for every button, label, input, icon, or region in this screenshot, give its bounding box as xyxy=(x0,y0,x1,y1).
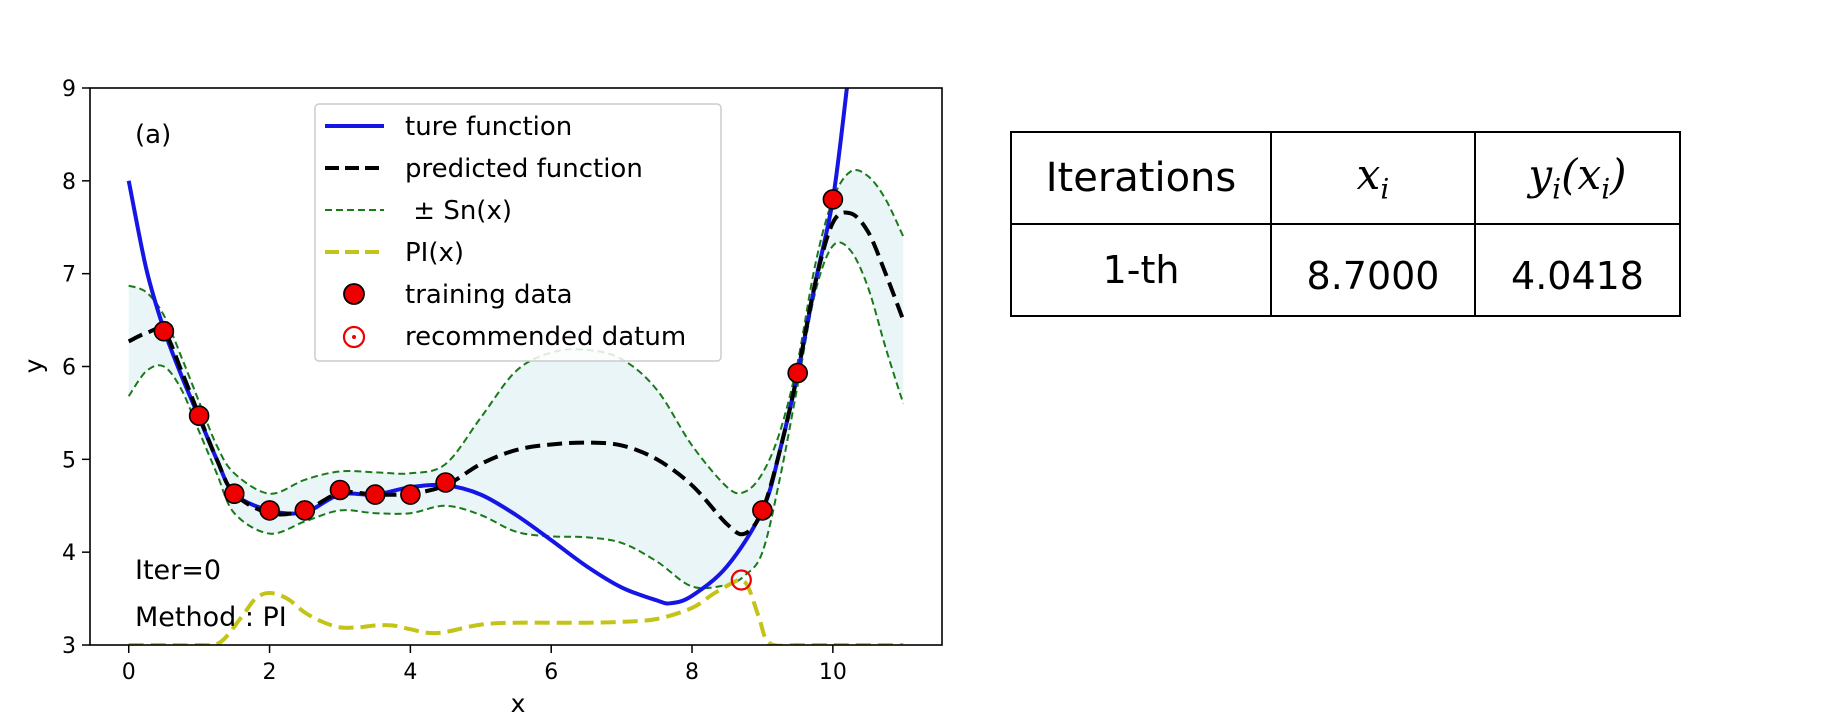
y-tick-label: 7 xyxy=(62,263,76,288)
cell-y-text: 4.0418 xyxy=(1511,254,1644,298)
training-point xyxy=(752,500,773,521)
cell-x-text: 8.7000 xyxy=(1306,254,1440,298)
legend-recommended-marker xyxy=(342,325,366,349)
cell-y: 4.0418 xyxy=(1474,223,1681,317)
data-points-layer xyxy=(153,189,844,591)
header-y-arg-sub: i xyxy=(1601,172,1611,206)
legend-true-label: ture function xyxy=(405,112,572,142)
training-point xyxy=(188,405,210,427)
legend: ture function predicted function ± Sn(x)… xyxy=(314,103,722,362)
legend-recommended-center xyxy=(352,335,356,339)
training-point xyxy=(400,484,421,505)
uncertainty-band-layer xyxy=(128,169,904,589)
training-point xyxy=(822,189,844,210)
lower-sn-line xyxy=(127,241,905,590)
legend-pi-label: PI(x) xyxy=(405,238,464,268)
header-x-sub: i xyxy=(1380,172,1390,206)
cell-iteration: 1-th xyxy=(1010,223,1272,317)
iteration-annotation: Iter=0 xyxy=(135,555,221,586)
header-iterations-text: Iterations xyxy=(1045,155,1237,201)
header-y-sub: i xyxy=(1552,172,1562,206)
method-annotation: Method : PI xyxy=(135,602,287,633)
table-header-row: Iterations xi yi(xi) xyxy=(1010,131,1681,225)
axis-ticks-layer: 0 2 4 6 8 10 3 4 5 6 7 8 9 xyxy=(62,77,847,685)
header-iterations: Iterations xyxy=(1010,131,1272,225)
training-point xyxy=(787,362,809,384)
training-point xyxy=(435,472,456,493)
header-x-math: xi xyxy=(1356,150,1390,205)
x-tick-label: 10 xyxy=(819,660,847,685)
header-y-math: yi(xi) xyxy=(1528,150,1627,206)
header-y: yi(xi) xyxy=(1474,131,1681,225)
legend-training-marker xyxy=(343,283,365,305)
recommended-datum-point xyxy=(730,569,752,591)
header-y-base: y xyxy=(1528,150,1553,200)
x-tick-label: 8 xyxy=(685,660,699,685)
x-tick-label: 4 xyxy=(403,660,417,685)
legend-recommended-label: recommended datum xyxy=(405,322,686,352)
cell-iteration-text: 1-th xyxy=(1102,248,1180,292)
training-point xyxy=(153,320,175,342)
training-point xyxy=(294,500,316,521)
training-point xyxy=(224,483,245,505)
header-y-arg-base: x xyxy=(1577,150,1602,200)
y-tick-label: 3 xyxy=(62,634,76,659)
legend-predicted-label: predicted function xyxy=(405,154,643,184)
table-row: 1-th 8.7000 4.0418 xyxy=(1010,223,1681,317)
predicted-function-line xyxy=(127,210,906,537)
legend-sn-label: ± Sn(x) xyxy=(405,196,512,226)
series-lines-layer xyxy=(126,88,906,645)
results-table: Iterations xi yi(xi) 1-th 8.7000 4.0418 xyxy=(1010,131,1681,317)
legend-training-label: training data xyxy=(405,280,573,310)
legend-box xyxy=(314,103,722,362)
y-tick-label: 5 xyxy=(62,448,76,473)
training-point xyxy=(259,500,280,521)
x-tick-label: 0 xyxy=(122,660,136,685)
x-axis-label: x xyxy=(511,689,526,718)
header-x: xi xyxy=(1270,131,1476,225)
y-tick-label: 9 xyxy=(62,77,76,102)
training-point xyxy=(364,484,386,505)
x-tick-label: 6 xyxy=(544,660,558,685)
training-point xyxy=(329,479,351,501)
y-tick-label: 6 xyxy=(62,356,76,381)
panel-label: (a) xyxy=(135,120,171,150)
y-axis-label: y xyxy=(19,358,48,373)
pi-line xyxy=(128,577,904,645)
uncertainty-band xyxy=(128,169,904,589)
y-tick-label: 4 xyxy=(62,541,76,566)
x-tick-label: 2 xyxy=(263,660,277,685)
y-tick-label: 8 xyxy=(62,170,76,195)
cell-x: 8.7000 xyxy=(1270,223,1476,317)
header-x-base: x xyxy=(1356,150,1381,200)
